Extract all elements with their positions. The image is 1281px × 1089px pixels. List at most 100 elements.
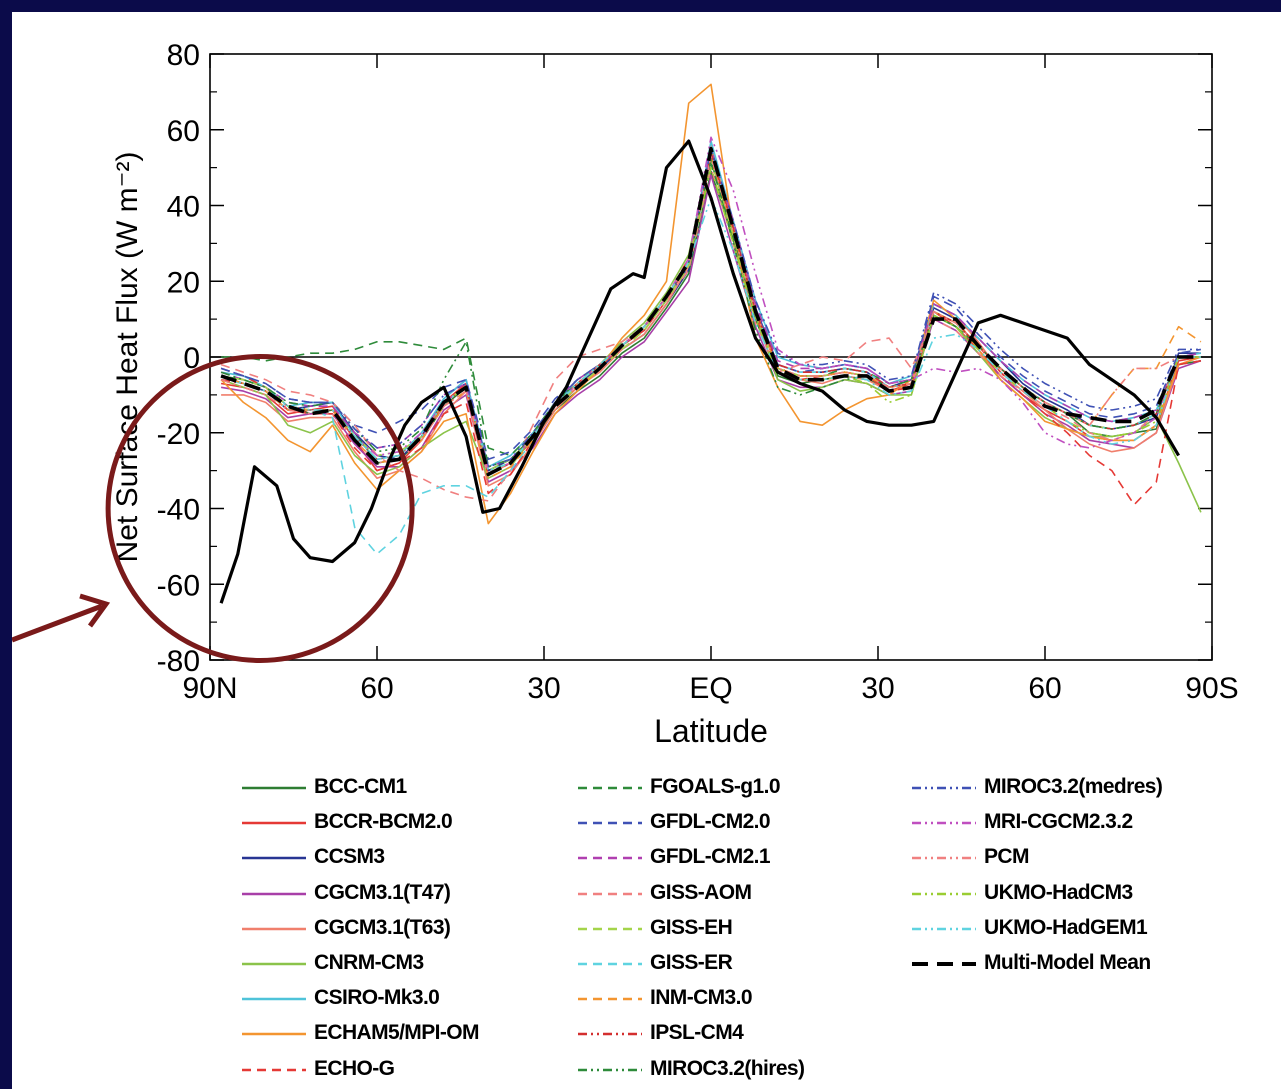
legend-swatch (912, 892, 976, 895)
legend-label: INM-CM3.0 (650, 986, 753, 1010)
legend-item: GISS-ER (578, 950, 733, 976)
legend-swatch (578, 786, 642, 790)
legend-label: MRI-CGCM2.3.2 (984, 810, 1133, 834)
legend-label: ECHO-G (314, 1056, 395, 1080)
series-line-cgcm3-1-t47- (220, 174, 1202, 483)
legend-swatch (912, 821, 976, 825)
legend-swatch (242, 821, 306, 825)
legend-swatch (242, 1033, 306, 1036)
legend-item: CGCM3.1(T63) (242, 915, 451, 941)
legend-item: BCCR-BCM2.0 (242, 809, 453, 835)
legend-item: PCM (912, 844, 1029, 870)
legend-item: MIROC3.2(medres) (912, 774, 1163, 800)
legend-label: CGCM3.1(T63) (314, 915, 451, 939)
legend-item: GISS-AOM (578, 880, 752, 906)
legend-item: ECHO-G (242, 1056, 395, 1082)
legend-swatch (242, 1068, 306, 1071)
series-line-ukmo-hadcm3 (220, 166, 1201, 472)
legend-swatch (242, 786, 306, 790)
annotation-circle (105, 354, 415, 663)
legend-label: GFDL-CM2.0 (650, 810, 771, 834)
legend-label: BCCR-BCM2.0 (314, 810, 453, 834)
legend-item: GFDL-CM2.0 (578, 809, 771, 835)
legend-item: UKMO-HadCM3 (912, 880, 1133, 906)
legend-item: CSIRO-Mk3.0 (242, 985, 440, 1011)
legend-label: GISS-EH (650, 915, 733, 939)
legend-label: GFDL-CM2.1 (650, 845, 771, 869)
legend-label: GISS-ER (650, 951, 733, 974)
x-tick-label: 30 (527, 672, 560, 705)
legend-swatch (578, 927, 642, 931)
annotation-arrow-shaft (12, 603, 103, 643)
legend-label: IPSL-CM4 (650, 1021, 744, 1045)
legend-item: MIROC3.2(hires) (578, 1056, 805, 1082)
y-tick-label: -20 (157, 418, 200, 451)
legend-item: GISS-EH (578, 915, 733, 941)
legend-item: FGOALS-g1.0 (578, 774, 781, 800)
legend-swatch (242, 857, 306, 860)
x-tick-label: EQ (689, 672, 732, 705)
series-line-giss-er (220, 151, 1201, 555)
legend-label: CGCM3.1(T47) (314, 880, 451, 904)
legend-swatch (578, 997, 642, 1001)
legend-label: ECHAM5/MPI-OM (314, 1021, 479, 1045)
series-line-bccr-bcm2-0 (220, 155, 1202, 476)
legend-swatch (242, 997, 306, 1001)
legend-label: FGOALS-g1.0 (650, 775, 781, 798)
legend-item: MRI-CGCM2.3.2 (912, 809, 1133, 835)
series-line-mri-cgcm2-3-2 (220, 136, 1201, 472)
y-tick-label: 40 (167, 191, 200, 224)
legend-swatch (578, 1068, 642, 1071)
legend-label: MIROC3.2(hires) (650, 1056, 805, 1080)
chart-panel: 80 60 40 20 0 -20 -40 -60 -80 90N 60 30 EQ 30 60 90S Lat… (12, 12, 1281, 1089)
series-line-bcc-cm1 (220, 170, 1202, 472)
x-tick-label: 60 (360, 672, 393, 705)
y-tick-label: 60 (167, 115, 200, 148)
legend-label: PCM (984, 845, 1029, 869)
legend-label: UKMO-HadGEM1 (984, 915, 1148, 939)
legend-swatch (242, 962, 306, 966)
legend-swatch (242, 892, 306, 895)
legend-swatch (912, 927, 976, 931)
y-tick-label: -60 (157, 569, 200, 602)
legend-label: GISS-AOM (650, 880, 752, 904)
legend-item: BCC-CM1 (242, 774, 407, 800)
legend-item: CNRM-CM3 (242, 950, 424, 976)
legend-swatch (912, 786, 976, 790)
legend-item: UKMO-HadGEM1 (912, 915, 1148, 941)
series-line-giss-aom (220, 166, 1201, 502)
series-line-obs-coads- (219, 139, 1180, 604)
x-tick-label: 90S (1185, 672, 1238, 705)
y-tick-label: 80 (167, 39, 200, 72)
annotation-arrow-head (79, 593, 111, 628)
legend-label: Multi-Model Mean (984, 951, 1151, 974)
x-tick-label: 90N (182, 672, 237, 705)
x-tick-label: 30 (861, 672, 894, 705)
legend-label: CCSM3 (314, 845, 385, 869)
series-line-multi-model-mean (220, 146, 1201, 477)
series-line-echam5-mpi-om (220, 83, 1202, 525)
y-tick-label: 20 (167, 266, 200, 299)
legend-item: IPSL-CM4 (578, 1020, 744, 1046)
legend-item: CCSM3 (242, 844, 385, 870)
series-line-miroc3-2-medres- (220, 147, 1201, 468)
y-tick-label: 0 (183, 342, 200, 375)
legend-item: ECHAM5/MPI-OM (242, 1020, 479, 1046)
legend-swatch (578, 1033, 642, 1036)
legend-item: Multi-Model Mean (912, 950, 1151, 976)
legend-label: UKMO-HadCM3 (984, 880, 1133, 904)
legend-swatch (578, 962, 642, 966)
legend-swatch (912, 962, 976, 966)
legend-label: MIROC3.2(medres) (984, 775, 1163, 798)
legend-label: BCC-CM1 (314, 775, 407, 798)
x-tick-label: 60 (1028, 672, 1061, 705)
legend-label: CSIRO-Mk3.0 (314, 986, 440, 1010)
legend-item: INM-CM3.0 (578, 985, 753, 1011)
legend-label: CNRM-CM3 (314, 951, 424, 974)
x-axis-title: Latitude (654, 713, 768, 749)
legend-swatch (578, 892, 642, 895)
y-tick-label: -80 (157, 645, 200, 678)
legend-swatch (912, 857, 976, 860)
legend-swatch (578, 857, 642, 860)
